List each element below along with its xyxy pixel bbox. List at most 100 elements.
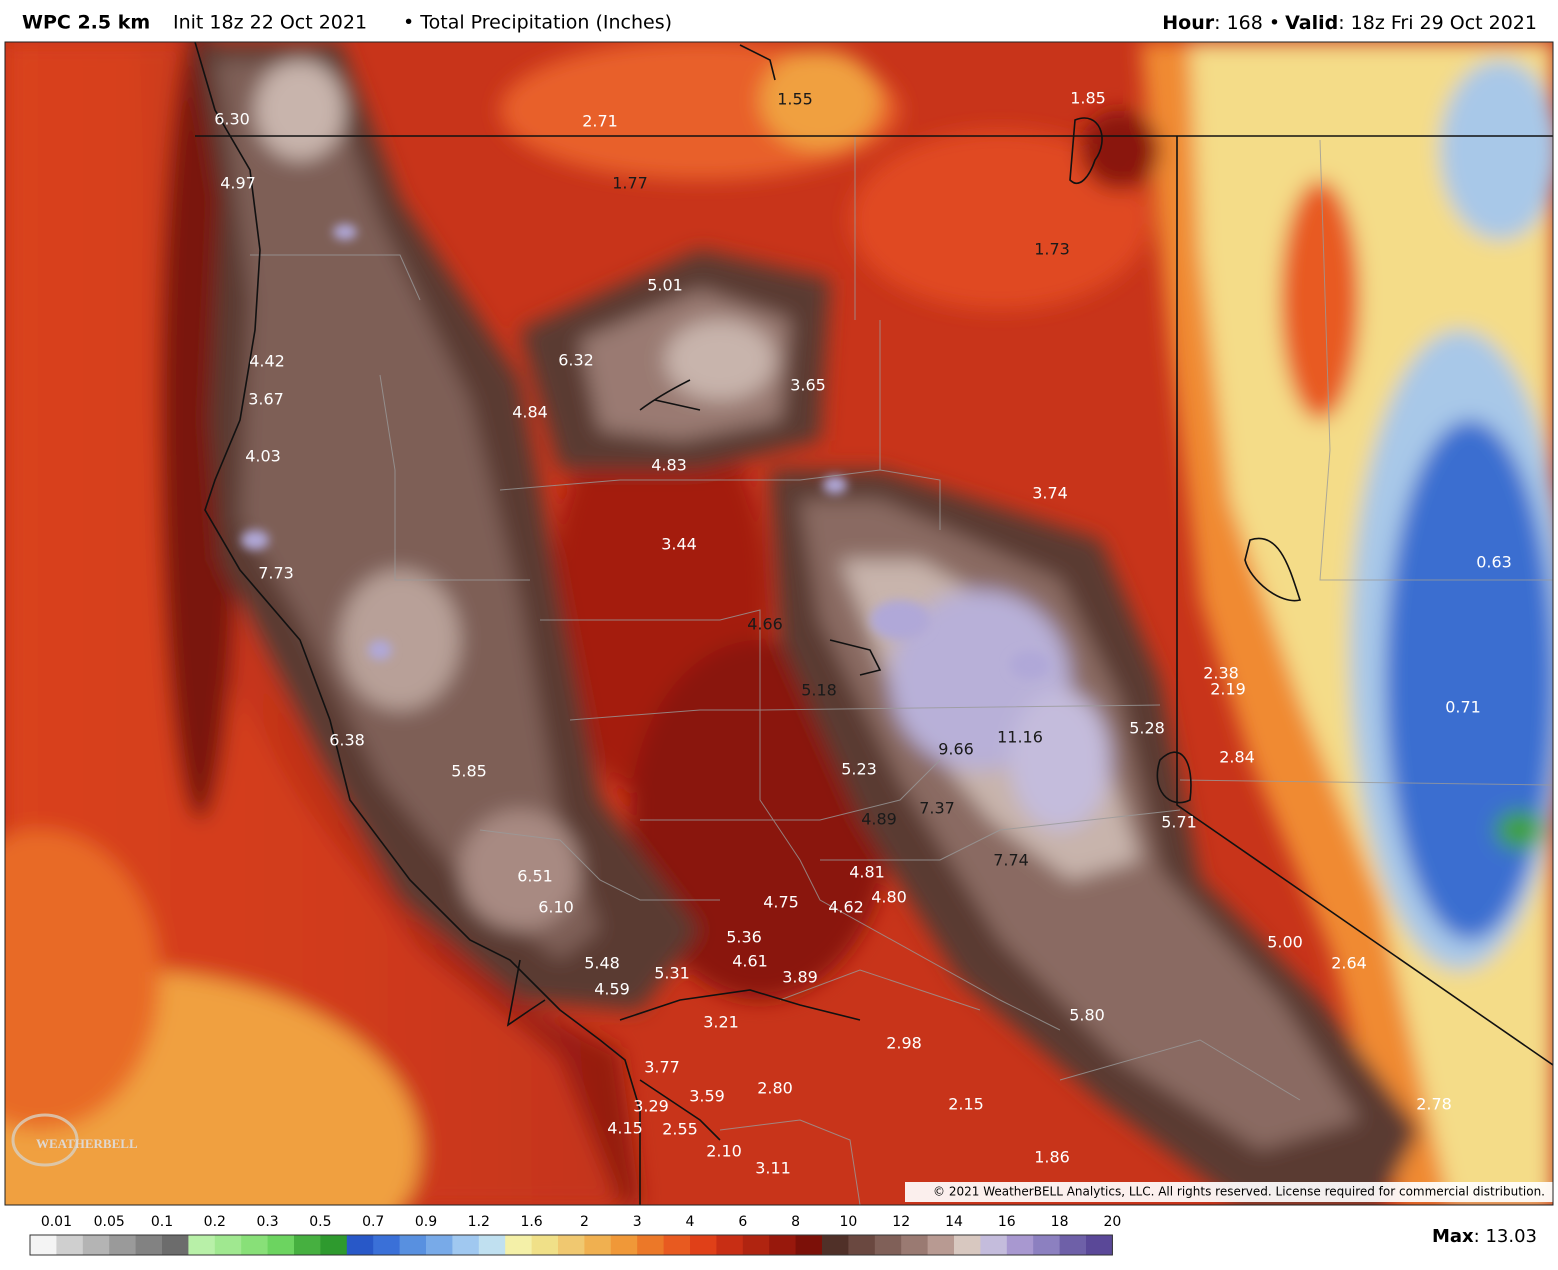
legend-swatch: [1006, 1235, 1034, 1255]
map-value-label: 5.28: [1129, 719, 1165, 738]
legend-tick-label: 18: [1051, 1214, 1069, 1230]
map-value-label: 5.71: [1161, 813, 1197, 832]
map-value-label: 7.37: [919, 799, 955, 818]
map-value-label: 4.89: [861, 810, 897, 829]
legend-swatch: [478, 1235, 506, 1255]
map-value-label: 3.77: [644, 1058, 680, 1077]
legend-swatch: [927, 1235, 955, 1255]
legend-tick-label: 8: [791, 1214, 800, 1230]
map-value-label: 4.66: [747, 615, 783, 634]
map-value-label: 3.67: [248, 390, 284, 409]
map-value-label: 5.80: [1069, 1006, 1105, 1025]
map-value-label: 4.15: [607, 1119, 643, 1138]
legend-border: [29, 1234, 1113, 1256]
hour-label: Hour: [1162, 12, 1214, 34]
legend-tick-label: 20: [1103, 1214, 1121, 1230]
map: © 2021 WeatherBELL Analytics, LLC. All r…: [5, 42, 1553, 1205]
map-value-label: 2.38: [1203, 664, 1239, 683]
map-value-label: 3.89: [782, 968, 818, 987]
legend-tick-label: 0.5: [309, 1214, 331, 1230]
map-value-label: 1.77: [612, 174, 648, 193]
valid-label: Valid: [1285, 12, 1338, 34]
valid-text: : 18z Fri 29 Oct 2021: [1338, 12, 1537, 34]
legend-swatch: [531, 1235, 559, 1255]
field-name: • Total Precipitation (Inches): [403, 12, 672, 34]
map-value-label: 4.62: [828, 898, 864, 917]
map-value-label: 11.16: [997, 728, 1043, 747]
legend-swatch: [109, 1235, 136, 1255]
map-value-label: 1.85: [1070, 89, 1106, 108]
legend-swatch: [795, 1235, 823, 1255]
max-value: Max: 13.03: [1432, 1226, 1537, 1247]
map-value-label: 6.32: [558, 351, 594, 370]
legend-swatch: [558, 1235, 585, 1255]
map-value-label: 4.83: [651, 456, 687, 475]
map-value-label: 5.00: [1267, 933, 1303, 952]
copyright: © 2021 WeatherBELL Analytics, LLC. All r…: [933, 1185, 1545, 1199]
legend-swatch: [294, 1235, 321, 1255]
map-value-label: 5.31: [654, 964, 690, 983]
map-value-label: 4.75: [763, 893, 799, 912]
legend-tick-label: 12: [892, 1214, 910, 1230]
map-value-label: 4.80: [871, 888, 907, 907]
map-value-label: 5.18: [801, 681, 837, 700]
legend-swatch: [769, 1235, 796, 1255]
map-value-label: 4.61: [732, 952, 768, 971]
legend-swatch: [1059, 1235, 1087, 1255]
legend-tick-label: 1.6: [520, 1214, 542, 1230]
map-value-label: 5.36: [726, 928, 762, 947]
legend-swatch: [874, 1235, 902, 1255]
max-label: Max: [1432, 1226, 1474, 1247]
map-value-label: 3.65: [790, 376, 826, 395]
legend-swatch: [241, 1235, 268, 1255]
map-labels: 6.30 2.71 1.55 1.85 4.97 1.77 1.73 5.01 4.42 6.32…: [214, 89, 1512, 1178]
map-value-label: 9.66: [938, 740, 974, 759]
legend-tick-label: 2: [580, 1214, 589, 1230]
init-time: Init 18z 22 Oct 2021: [173, 12, 367, 34]
map-value-label: 3.44: [661, 535, 697, 554]
map-value-label: 5.48: [584, 954, 620, 973]
map-value-label: 5.85: [451, 762, 487, 781]
legend-swatch: [954, 1235, 981, 1255]
legend-swatch: [505, 1235, 532, 1255]
map-value-label: 5.01: [647, 276, 683, 295]
logo: WEATHERBELL: [36, 1136, 138, 1151]
map-value-label: 2.80: [757, 1079, 793, 1098]
map-value-label: 4.03: [245, 447, 281, 466]
legend-swatch: [663, 1235, 691, 1255]
map-value-label: 4.97: [220, 174, 256, 193]
legend-swatch: [822, 1235, 849, 1255]
legend-swatch: [452, 1235, 480, 1255]
legend-tick-label: 0.7: [362, 1214, 384, 1230]
color-legend: 0.01 0.05 0.1 0.2 0.3 0.5 0.7 0.9 1.2 1.6 2 3 4 6 8 10 1…: [29, 1214, 1121, 1256]
legend-swatch: [637, 1235, 664, 1255]
map-value-label: 2.10: [706, 1142, 742, 1161]
legend-swatch: [742, 1235, 770, 1255]
legend-swatch: [610, 1235, 638, 1255]
map-value-label: 2.84: [1219, 748, 1255, 767]
legend-tick-label: 4: [686, 1214, 695, 1230]
legend-swatch: [901, 1235, 928, 1255]
hour-text: : 168 •: [1214, 12, 1280, 34]
legend-swatch: [399, 1235, 427, 1255]
map-value-label: 1.55: [777, 90, 813, 109]
map-value-label: 4.42: [249, 352, 285, 371]
map-value-label: 2.98: [886, 1034, 922, 1053]
legend-swatch: [56, 1235, 84, 1255]
map-value-label: 6.38: [329, 731, 365, 750]
map-value-label: 3.74: [1032, 484, 1068, 503]
legend-tick-label: 0.3: [256, 1214, 278, 1230]
legend-tick-label: 0.05: [94, 1214, 125, 1230]
map-value-label: 5.23: [841, 760, 877, 779]
legend-tick-label: 14: [945, 1214, 963, 1230]
map-value-label: 6.30: [214, 110, 250, 129]
legend-tick-label: 3: [633, 1214, 642, 1230]
legend-swatch: [584, 1235, 612, 1255]
legend-swatch: [1086, 1235, 1113, 1255]
map-value-label: 7.74: [993, 851, 1029, 870]
legend-swatch: [1033, 1235, 1060, 1255]
legend-swatch: [162, 1235, 189, 1255]
map-value-label: 6.10: [538, 898, 574, 917]
legend-swatch: [30, 1235, 57, 1255]
legend-swatch: [690, 1235, 717, 1255]
